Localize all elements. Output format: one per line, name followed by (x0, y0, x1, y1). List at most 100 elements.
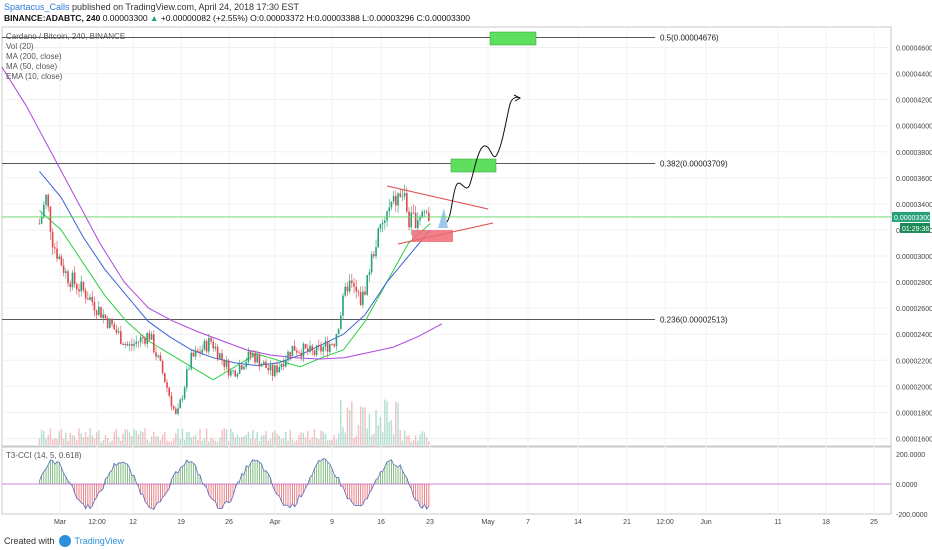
volume-bar (315, 437, 318, 445)
support-zone-red[interactable] (412, 230, 453, 242)
footer-brand[interactable]: TradingView (74, 536, 125, 546)
volume-bar (351, 401, 353, 445)
volume-bar (245, 434, 247, 445)
candle-body (274, 365, 276, 376)
volume-bar (172, 438, 175, 445)
candle-body (219, 353, 221, 359)
volume-bar (128, 432, 131, 445)
volume-bar (153, 431, 155, 445)
x-tick-label: May (481, 519, 495, 526)
candle-body (205, 341, 208, 352)
legend-ma50: MA (50, close) (6, 62, 58, 71)
candle-body (353, 283, 355, 287)
candle-body (406, 193, 408, 212)
volume-bar (177, 428, 179, 445)
volume-bar (263, 435, 265, 445)
volume-bar (56, 438, 58, 445)
candle-body (362, 291, 364, 306)
candle-body (60, 256, 63, 266)
candle-body (137, 341, 140, 343)
volume-bar (117, 436, 120, 445)
consolidation-marker[interactable] (438, 208, 448, 228)
target-zone-green-2[interactable] (489, 31, 537, 46)
projected-arrow-head[interactable] (513, 94, 522, 102)
fib-label: 0.236(0.00002513) (660, 316, 728, 325)
candle-body (194, 350, 197, 357)
candle-body (128, 344, 131, 346)
volume-bar (403, 430, 406, 445)
candle-body (337, 329, 340, 335)
volume-bar (293, 441, 296, 445)
candle-body (73, 272, 76, 285)
t3-cci-indicator: 200.0000 0.0000 -200.0000 (2, 452, 928, 519)
volume-bar (408, 435, 410, 445)
candle-body (263, 361, 265, 365)
projected-path[interactable] (446, 96, 521, 223)
moving-averages (1, 66, 443, 381)
candle-body (333, 344, 336, 347)
fib-label: 0.382(0.00003709) (660, 160, 728, 169)
volume-bar (274, 430, 276, 445)
candle-body (320, 345, 322, 352)
volume-bar (84, 431, 87, 445)
candle-body (139, 337, 142, 342)
volume-bar (133, 429, 135, 445)
volume-bar (60, 429, 63, 445)
price-axis[interactable]: 0.00004600 0.00004400 0.00004200 0.00004000… (896, 46, 932, 444)
legend-ma200: MA (200, close) (6, 52, 62, 61)
volume-bar (373, 433, 375, 445)
candle-body (146, 332, 149, 344)
y-tick-label: 0.00002400 (896, 332, 932, 339)
time-axis[interactable]: Mar 12:00 12 19 26 Apr 9 16 23 May 7 14 21 12:00 Jun 11… (54, 519, 878, 526)
legend-vol: Vol (20) (6, 42, 34, 51)
volume-bar (89, 428, 91, 445)
candle-body (318, 345, 320, 347)
volume-bar (190, 437, 192, 445)
volume-bar (344, 432, 346, 445)
y-tick-label: 0.00002200 (896, 358, 932, 365)
candle-body (265, 361, 267, 368)
volume-bar (329, 439, 331, 445)
candle-body (412, 212, 415, 214)
candle-body (203, 341, 206, 350)
candle-body (245, 361, 248, 367)
volume-bar (230, 428, 232, 445)
volume-bar (73, 435, 76, 445)
volume-bar (179, 439, 181, 445)
volume-bar (148, 441, 151, 445)
volume-bar (186, 432, 188, 445)
y-tick-label: 0.00002600 (896, 306, 932, 313)
volume-bar (161, 434, 164, 445)
candle-body (216, 346, 219, 359)
volume-bar (309, 439, 311, 445)
volume-bar (269, 438, 272, 445)
candle-body (91, 296, 94, 302)
volume-bar (214, 440, 217, 445)
user-drawings[interactable] (386, 31, 537, 245)
triangle-upper-trendline[interactable] (386, 185, 489, 210)
volume-bar (212, 438, 214, 445)
candle-body (153, 334, 155, 353)
ohlc-values: O:0.00003372 H:0.00003388 L:0.00003296 C… (250, 13, 470, 23)
volume-bar (221, 429, 223, 445)
candle-body (357, 291, 360, 293)
author-name[interactable]: Spartacus_Calls (4, 2, 70, 12)
candle-body (93, 301, 96, 311)
volume-bar (109, 441, 111, 445)
volume-bar (219, 437, 221, 445)
y-tick-label: 0.00002800 (896, 280, 932, 287)
volume-bar (333, 435, 335, 445)
volume-bar (69, 432, 71, 445)
volume-bar (183, 439, 186, 445)
candle-body (260, 364, 263, 367)
volume-bar (397, 402, 399, 445)
volume-bar (243, 436, 245, 445)
candle-body (408, 211, 410, 228)
candle-body (135, 341, 138, 344)
x-tick-label: 11 (774, 519, 781, 526)
candle-body (166, 382, 168, 388)
volume-bar (318, 439, 320, 445)
volume-bar (421, 431, 423, 445)
candle-body (172, 406, 175, 409)
